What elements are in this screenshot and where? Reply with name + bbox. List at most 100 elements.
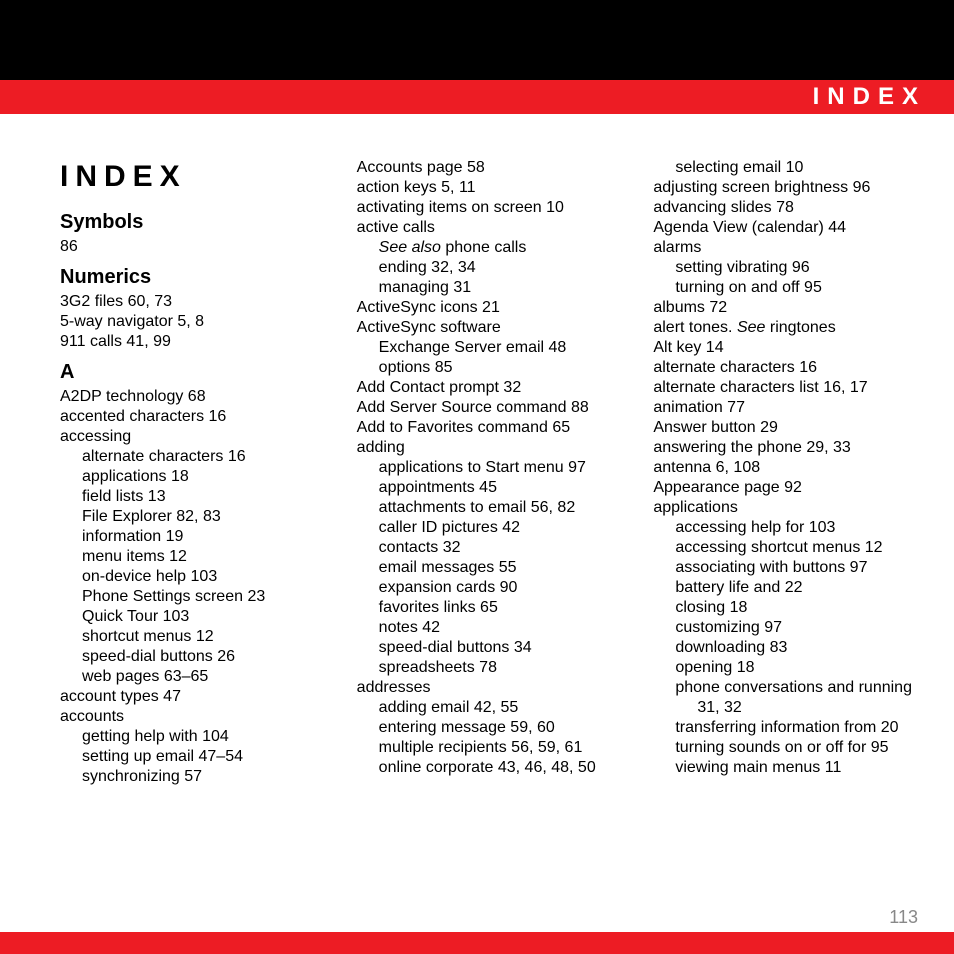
index-entry: alarms <box>653 238 918 258</box>
index-entry: applications <box>653 498 918 518</box>
header-title: INDEX <box>813 83 926 111</box>
index-entry: shortcut menus 12 <box>60 627 325 647</box>
index-entry: Appearance page 92 <box>653 478 918 498</box>
index-entry: turning on and off 95 <box>653 278 918 298</box>
index-entry: field lists 13 <box>60 487 325 507</box>
column-right: selecting email 10adjusting screen brigh… <box>653 158 918 897</box>
index-entry: antenna 6, 108 <box>653 458 918 478</box>
index-entry: selecting email 10 <box>653 158 918 178</box>
index-entry: adjusting screen brightness 96 <box>653 178 918 198</box>
index-entry: options 85 <box>357 358 622 378</box>
index-entry: Agenda View (calendar) 44 <box>653 218 918 238</box>
index-entry: menu items 12 <box>60 547 325 567</box>
index-entry: Answer button 29 <box>653 418 918 438</box>
column-left: INDEX Symbols 86 Numerics3G2 files 60, 735… <box>60 158 325 897</box>
index-entry: closing 18 <box>653 598 918 618</box>
index-entry: accessing help for 103 <box>653 518 918 538</box>
index-entry: customizing 97 <box>653 618 918 638</box>
index-entry: contacts 32 <box>357 538 622 558</box>
index-entry: Accounts page 58 <box>357 158 622 178</box>
index-entry: setting vibrating 96 <box>653 258 918 278</box>
index-entry: animation 77 <box>653 398 918 418</box>
index-entry: 3G2 files 60, 73 <box>60 292 325 312</box>
index-entry: getting help with 104 <box>60 727 325 747</box>
header-black-bar <box>0 0 954 80</box>
index-entry: ending 32, 34 <box>357 258 622 278</box>
index-entry: activating items on screen 10 <box>357 198 622 218</box>
index-entry: applications 18 <box>60 467 325 487</box>
header-red-bar: INDEX <box>0 80 954 114</box>
section-heading: A <box>60 360 325 385</box>
index-entry: A2DP technology 68 <box>60 387 325 407</box>
index-entry: entering message 59, 60 <box>357 718 622 738</box>
index-entry: transferring information from 20 <box>653 718 918 738</box>
index-entry: expansion cards 90 <box>357 578 622 598</box>
index-entry: information 19 <box>60 527 325 547</box>
index-entry: phone conversations and running <box>653 678 918 698</box>
index-entry: accented characters 16 <box>60 407 325 427</box>
index-entry: synchronizing 57 <box>60 767 325 787</box>
index-entry: on-device help 103 <box>60 567 325 587</box>
page-root: INDEX INDEX Symbols 86 Numerics3G2 files 6… <box>0 0 954 954</box>
index-entry: battery life and 22 <box>653 578 918 598</box>
index-entry: accounts <box>60 707 325 727</box>
index-entry: notes 42 <box>357 618 622 638</box>
index-entry: alert tones. See ringtones <box>653 318 918 338</box>
index-entry: 5-way navigator 5, 8 <box>60 312 325 332</box>
index-entry: alternate characters 16 <box>60 447 325 467</box>
index-entry: turning sounds on or off for 95 <box>653 738 918 758</box>
index-entry: Add Contact prompt 32 <box>357 378 622 398</box>
index-entry: managing 31 <box>357 278 622 298</box>
index-entry: viewing main menus 11 <box>653 758 918 778</box>
index-entry: caller ID pictures 42 <box>357 518 622 538</box>
index-entry: Quick Tour 103 <box>60 607 325 627</box>
footer: 113 <box>0 907 954 954</box>
index-entry: speed-dial buttons 26 <box>60 647 325 667</box>
index-entry: See also phone calls <box>357 238 622 258</box>
index-entry-continuation: 31, 32 <box>653 698 918 718</box>
index-entry: adding <box>357 438 622 458</box>
index-entry: Add Server Source command 88 <box>357 398 622 418</box>
index-entry: answering the phone 29, 33 <box>653 438 918 458</box>
index-entry: 911 calls 41, 99 <box>60 332 325 352</box>
index-entry: accessing <box>60 427 325 447</box>
index-entry: account types 47 <box>60 687 325 707</box>
index-entry: alternate characters list 16, 17 <box>653 378 918 398</box>
footer-red-bar <box>0 932 954 954</box>
index-entry: Exchange Server email 48 <box>357 338 622 358</box>
index-entry: appointments 45 <box>357 478 622 498</box>
index-entry: active calls <box>357 218 622 238</box>
index-entry: addresses <box>357 678 622 698</box>
index-entry: advancing slides 78 <box>653 198 918 218</box>
column-middle: Accounts page 58action keys 5, 11activat… <box>357 158 622 897</box>
section-heading: Symbols <box>60 210 325 235</box>
index-entry: 86 <box>60 237 325 257</box>
content-area: INDEX Symbols 86 Numerics3G2 files 60, 735… <box>0 114 954 907</box>
index-entry: applications to Start menu 97 <box>357 458 622 478</box>
index-entry: ActiveSync software <box>357 318 622 338</box>
index-entry: attachments to email 56, 82 <box>357 498 622 518</box>
index-entry: email messages 55 <box>357 558 622 578</box>
index-entry: accessing shortcut menus 12 <box>653 538 918 558</box>
index-entry: setting up email 47–54 <box>60 747 325 767</box>
index-entry: Alt key 14 <box>653 338 918 358</box>
index-entry: Phone Settings screen 23 <box>60 587 325 607</box>
index-entry: spreadsheets 78 <box>357 658 622 678</box>
index-main-title: INDEX <box>60 158 325 196</box>
index-entry: alternate characters 16 <box>653 358 918 378</box>
index-entry: speed-dial buttons 34 <box>357 638 622 658</box>
index-entry: albums 72 <box>653 298 918 318</box>
index-entry: downloading 83 <box>653 638 918 658</box>
index-entry: File Explorer 82, 83 <box>60 507 325 527</box>
index-entry: web pages 63–65 <box>60 667 325 687</box>
section-heading: Numerics <box>60 265 325 290</box>
index-entry: ActiveSync icons 21 <box>357 298 622 318</box>
index-entry: favorites links 65 <box>357 598 622 618</box>
index-entry: multiple recipients 56, 59, 61 <box>357 738 622 758</box>
index-entry: Add to Favorites command 65 <box>357 418 622 438</box>
index-entry: adding email 42, 55 <box>357 698 622 718</box>
index-entry: opening 18 <box>653 658 918 678</box>
index-entry: online corporate 43, 46, 48, 50 <box>357 758 622 778</box>
page-number: 113 <box>0 907 954 932</box>
index-entry: associating with buttons 97 <box>653 558 918 578</box>
